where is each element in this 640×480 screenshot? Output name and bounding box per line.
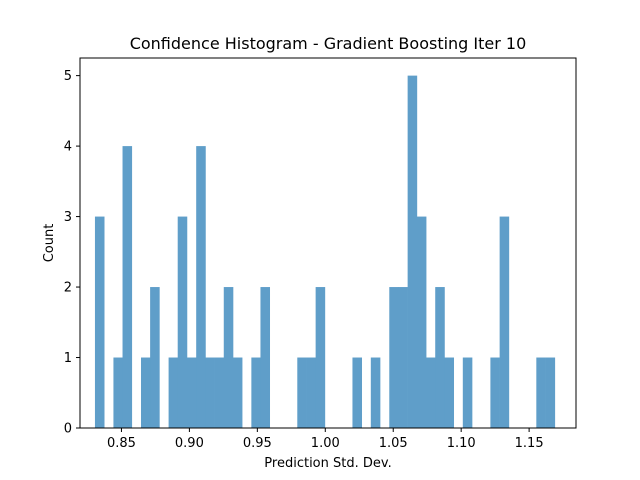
histogram-bar — [205, 357, 215, 428]
histogram-bar — [141, 357, 151, 428]
histogram-bar — [435, 287, 445, 428]
histogram-bar — [232, 357, 243, 428]
histogram-bar — [113, 357, 123, 428]
x-tick-label: 0.90 — [175, 436, 204, 451]
y-tick-label: 5 — [64, 69, 72, 84]
histogram-bar — [94, 216, 105, 428]
x-tick-label: 1.05 — [379, 436, 408, 451]
histogram-bar — [490, 357, 500, 428]
histogram-bar — [297, 357, 307, 428]
y-axis-label: Count — [42, 224, 57, 263]
histogram-bar — [389, 287, 399, 428]
histogram-bar — [425, 357, 436, 428]
histogram-bar — [306, 357, 317, 428]
histogram-bar — [536, 357, 546, 428]
histogram-bar — [150, 287, 160, 428]
histogram-bar — [416, 216, 427, 428]
x-tick-label: 0.85 — [107, 436, 136, 451]
histogram-bar — [407, 75, 418, 429]
y-tick-label: 1 — [64, 351, 72, 366]
chart-title: Confidence Histogram - Gradient Boosting… — [130, 34, 527, 53]
plot-frame — [79, 57, 577, 429]
histogram-bar — [462, 357, 473, 428]
histogram-bar — [251, 357, 261, 428]
histogram-bar — [122, 146, 133, 428]
y-tick-label: 3 — [64, 210, 72, 225]
histogram-bar — [177, 216, 188, 428]
histogram-bar — [196, 146, 206, 428]
histogram-bar — [499, 216, 510, 428]
histogram-bar — [168, 357, 179, 428]
histogram-bar — [214, 357, 225, 428]
bars-layer — [94, 75, 556, 429]
y-tick-label: 4 — [64, 140, 72, 155]
histogram-bar — [444, 357, 455, 428]
x-tick-label: 1.15 — [515, 436, 544, 451]
y-tick-label: 2 — [64, 281, 72, 296]
x-tick-label: 1.00 — [311, 436, 340, 451]
x-axis-label: Prediction Std. Dev. — [264, 456, 391, 471]
histogram-bar — [223, 287, 234, 428]
histogram-bar — [352, 357, 363, 428]
y-tick-label: 0 — [64, 422, 72, 437]
histogram-bar — [545, 357, 556, 428]
histogram-bar — [315, 287, 326, 428]
histogram-bar — [186, 357, 197, 428]
axes-layer: 0.85 0.90 0.95 1.00 1.05 1.10 1.15 0 1 2 3 4 5 — [64, 57, 577, 451]
histogram-bar — [370, 357, 381, 428]
histogram-bar — [398, 287, 408, 428]
histogram-bar — [260, 287, 271, 428]
x-tick-label: 0.95 — [243, 436, 272, 451]
x-tick-label: 1.10 — [447, 436, 476, 451]
